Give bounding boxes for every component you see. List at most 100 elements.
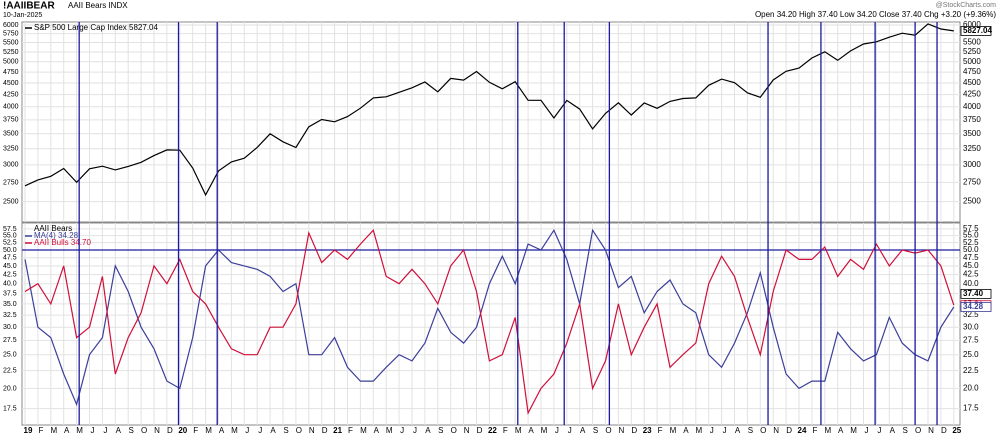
x-tick-label: F bbox=[658, 426, 663, 435]
x-tick-label: A bbox=[528, 426, 534, 435]
x-tick-label: J bbox=[865, 426, 869, 435]
y-tick-label: 4000 bbox=[3, 104, 19, 111]
quote: Open 34.20 High 37.40 Low 34.20 Close 37… bbox=[755, 10, 996, 19]
symbol: !AAIIBEAR bbox=[3, 1, 55, 12]
x-tick-label: O bbox=[451, 426, 457, 435]
x-tick-label: M bbox=[824, 426, 831, 435]
y-tick-label: 3250 bbox=[963, 144, 981, 153]
y-tick-label: 42.5 bbox=[3, 271, 17, 278]
x-tick-label: S bbox=[129, 426, 134, 435]
x-tick-label: J bbox=[245, 426, 249, 435]
y-tick-label: 6000 bbox=[963, 20, 981, 29]
x-tick-label: M bbox=[360, 426, 367, 435]
x-tick-label: J bbox=[877, 426, 881, 435]
x-tick-label: S bbox=[438, 426, 443, 435]
y-tick-label: 3000 bbox=[963, 160, 981, 169]
y-tick-label: 50.0 bbox=[3, 247, 17, 254]
x-tick-label: M bbox=[515, 426, 522, 435]
y-tick-label: 3500 bbox=[963, 129, 981, 138]
symbol-name: AAII Bears INDX bbox=[68, 1, 128, 10]
x-tick-label: D bbox=[322, 426, 328, 435]
x-tick-label: S bbox=[283, 426, 288, 435]
y-tick-label: 55.0 bbox=[963, 231, 979, 240]
x-tick-label: A bbox=[270, 426, 276, 435]
x-tick-label: D bbox=[477, 426, 483, 435]
x-tick-label: M bbox=[205, 426, 212, 435]
y-tick-label: 52.5 bbox=[3, 240, 17, 247]
x-tick-label: D bbox=[786, 426, 792, 435]
series-line bbox=[24, 228, 955, 407]
y-tick-label: 3500 bbox=[3, 131, 19, 138]
y-tick-label: 22.5 bbox=[3, 367, 17, 374]
x-tick-label: N bbox=[619, 426, 625, 435]
y-tick-label: 50.0 bbox=[963, 245, 979, 254]
value-badge bbox=[960, 26, 992, 36]
x-tick-label: D bbox=[167, 426, 173, 435]
legend-label: MA(4) 34.28 bbox=[34, 231, 79, 240]
x-tick-label: M bbox=[541, 426, 548, 435]
x-tick-label: F bbox=[348, 426, 353, 435]
x-tick-label: M bbox=[850, 426, 857, 435]
value-badge bbox=[960, 288, 992, 299]
x-tick-label: M bbox=[50, 426, 57, 435]
y-tick-label: 45.0 bbox=[963, 261, 979, 270]
x-tick-label: A bbox=[425, 426, 431, 435]
y-tick-label: 3750 bbox=[963, 115, 981, 124]
value-badge-label: 34.28 bbox=[963, 302, 984, 311]
y-tick-label: 42.5 bbox=[963, 270, 979, 279]
x-tick-label: 22 bbox=[488, 426, 497, 435]
x-tick-label: 19 bbox=[24, 426, 33, 435]
y-tick-label: 47.5 bbox=[963, 253, 979, 262]
panel-title: AAII Bears bbox=[34, 224, 72, 233]
x-tick-label: M bbox=[76, 426, 83, 435]
sentiment-panel bbox=[21, 222, 961, 426]
x-tick-label: N bbox=[928, 426, 934, 435]
x-tick-label: A bbox=[683, 426, 689, 435]
y-tick-label: 2750 bbox=[963, 178, 981, 187]
y-tick-label: 30.0 bbox=[963, 322, 979, 331]
x-tick-label: N bbox=[154, 426, 160, 435]
y-tick-label: 4250 bbox=[3, 91, 19, 98]
y-tick-label: 22.5 bbox=[963, 366, 979, 375]
date: 10-Jan-2025 bbox=[3, 12, 42, 19]
x-tick-label: M bbox=[231, 426, 238, 435]
y-tick-label: 57.5 bbox=[963, 224, 979, 233]
y-tick-label: 57.5 bbox=[3, 226, 17, 233]
y-tick-label: 4500 bbox=[963, 78, 981, 87]
y-tick-label: 5750 bbox=[3, 30, 19, 37]
y-tick-label: 20.0 bbox=[3, 385, 17, 392]
x-tick-label: O bbox=[915, 426, 921, 435]
x-tick-label: A bbox=[890, 426, 896, 435]
y-tick-label: 35.0 bbox=[3, 301, 17, 308]
y-tick-label: 6000 bbox=[3, 22, 19, 29]
x-tick-label: M bbox=[695, 426, 702, 435]
x-tick-label: O bbox=[605, 426, 611, 435]
x-tick-label: A bbox=[580, 426, 586, 435]
x-tick-label: F bbox=[812, 426, 817, 435]
series-line bbox=[24, 23, 954, 197]
y-tick-label: 5500 bbox=[3, 39, 19, 46]
y-tick-label: 5000 bbox=[3, 59, 19, 66]
y-tick-label: 5500 bbox=[963, 38, 981, 47]
x-tick-label: N bbox=[309, 426, 315, 435]
x-tick-label: S bbox=[903, 426, 908, 435]
x-tick-label: D bbox=[631, 426, 637, 435]
x-tick-label: F bbox=[38, 426, 43, 435]
x-tick-label: 24 bbox=[798, 426, 807, 435]
legend-label: AAII Bulls 34.70 bbox=[34, 238, 91, 247]
y-tick-label: 5000 bbox=[963, 57, 981, 66]
y-tick-label: 4250 bbox=[963, 90, 981, 99]
x-tick-label: J bbox=[413, 426, 417, 435]
y-tick-label: 45.0 bbox=[3, 263, 17, 270]
y-tick-label: 2750 bbox=[3, 179, 19, 186]
x-tick-label: J bbox=[258, 426, 262, 435]
value-badge-label: 5827.04 bbox=[963, 26, 992, 35]
x-tick-label: J bbox=[568, 426, 572, 435]
x-tick-label: 23 bbox=[643, 426, 652, 435]
y-tick-label: 4750 bbox=[963, 67, 981, 76]
x-tick-label: O bbox=[141, 426, 147, 435]
x-tick-label: D bbox=[941, 426, 947, 435]
price-panel bbox=[21, 21, 961, 223]
x-tick-label: J bbox=[710, 426, 714, 435]
